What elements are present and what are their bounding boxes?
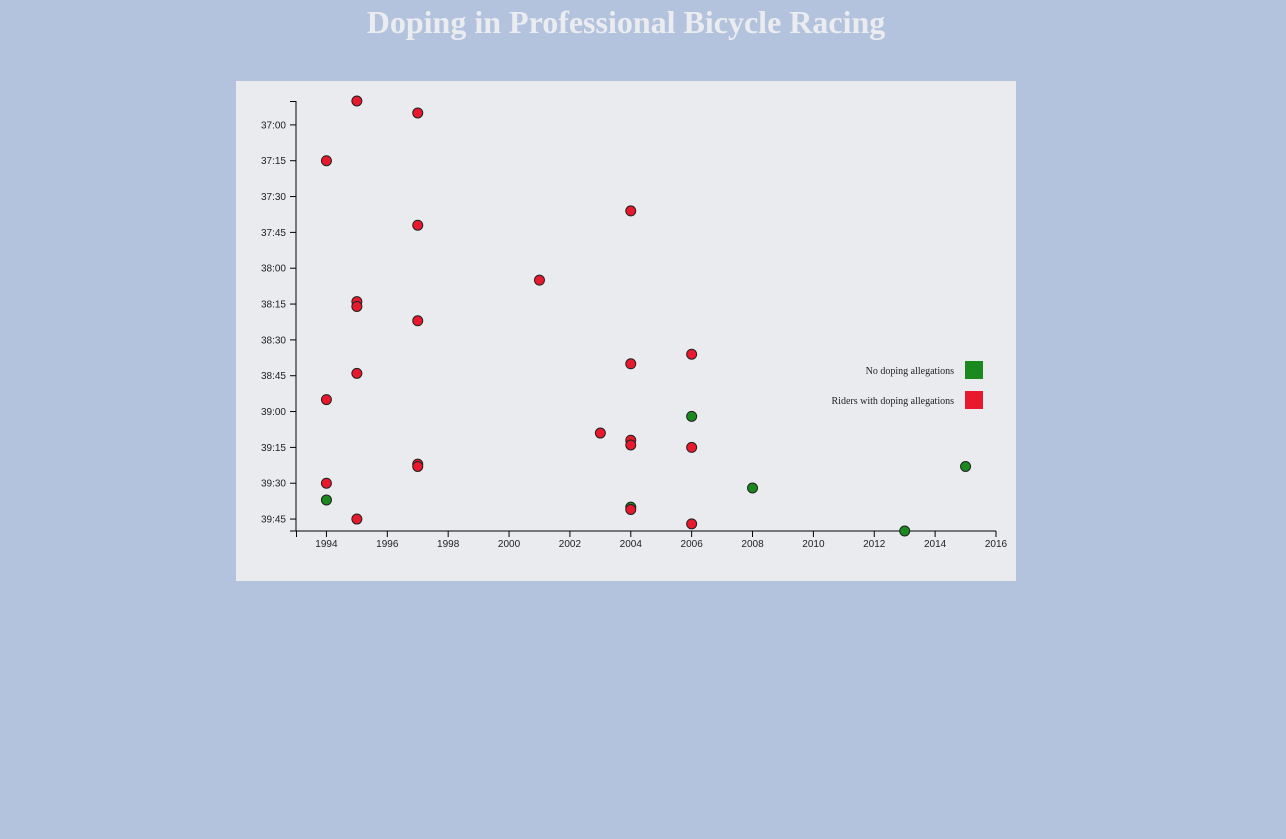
doping-point	[533, 274, 545, 286]
doping-point	[625, 439, 637, 451]
doping-point	[412, 107, 424, 119]
x-tick-label: 2006	[681, 539, 704, 550]
doping-point	[594, 427, 606, 439]
page-title: Doping in Professional Bicycle Racing	[366, 4, 886, 40]
no-doping-point	[320, 494, 332, 506]
chart-panel: 1994 1996 1998 2000 2002 2004 2006 2008 2010 2012…	[236, 81, 1016, 581]
no-doping-point	[747, 482, 759, 494]
x-tick-label: 1994	[315, 539, 338, 550]
no-doping-point	[686, 410, 698, 422]
y-tick-label: 37:30	[261, 192, 286, 203]
doping-point	[412, 219, 424, 231]
legend-label: Riders with doping allegations	[832, 396, 955, 407]
doping-point	[625, 504, 637, 515]
doping-point	[320, 477, 332, 489]
y-tick-label: 38:45	[261, 371, 286, 382]
x-tick-label: 2004	[620, 539, 643, 550]
data-points	[320, 95, 972, 537]
x-tick-label: 2002	[559, 539, 582, 550]
legend-swatch-doping	[965, 391, 983, 409]
doping-point	[351, 95, 363, 107]
y-tick-label: 37:45	[261, 228, 286, 239]
scatter-chart: 1994 1996 1998 2000 2002 2004 2006 2008 2010 2012…	[261, 95, 1008, 550]
x-tick-label: 2008	[741, 539, 764, 550]
doping-point	[320, 394, 332, 406]
legend: No doping allegations Riders with doping …	[832, 361, 983, 409]
y-tick-label: 39:00	[261, 407, 286, 418]
x-tick-label: 1996	[376, 539, 399, 550]
y-tick-label: 37:15	[261, 156, 286, 167]
x-tick-label: 2016	[985, 539, 1008, 550]
x-axis: 1994 1996 1998 2000 2002 2004 2006 2008 2010 2012…	[296, 530, 1008, 550]
doping-point	[351, 513, 363, 525]
y-tick-label: 37:00	[261, 120, 286, 131]
x-tick-label: 2010	[802, 539, 825, 550]
x-tick-label: 2012	[863, 539, 886, 550]
x-tick-label: 2000	[498, 539, 521, 550]
y-tick-label: 38:30	[261, 335, 286, 346]
doping-point	[412, 315, 424, 327]
doping-point	[625, 205, 637, 217]
x-tick-label: 2014	[924, 539, 947, 550]
doping-point	[412, 461, 424, 472]
no-doping-point	[960, 461, 972, 472]
y-tick-label: 38:00	[261, 264, 286, 275]
y-tick-label: 39:15	[261, 443, 286, 454]
doping-point	[320, 155, 332, 167]
y-tick-label: 39:45	[261, 515, 286, 526]
doping-point	[686, 518, 698, 530]
y-tick-label: 38:15	[261, 300, 286, 311]
legend-swatch-no-doping	[965, 361, 983, 379]
y-tick-label: 39:30	[261, 479, 286, 490]
y-axis: 37:00 37:15 37:30 37:45 38:00 38:15 38:30 38:45…	[261, 101, 297, 532]
doping-point	[686, 348, 698, 360]
doping-point	[351, 300, 363, 312]
no-doping-point	[899, 525, 911, 537]
legend-label: No doping allegations	[866, 366, 954, 377]
doping-point	[686, 441, 698, 453]
doping-point	[351, 367, 363, 379]
doping-point	[625, 358, 637, 370]
x-tick-label: 1998	[437, 539, 460, 550]
